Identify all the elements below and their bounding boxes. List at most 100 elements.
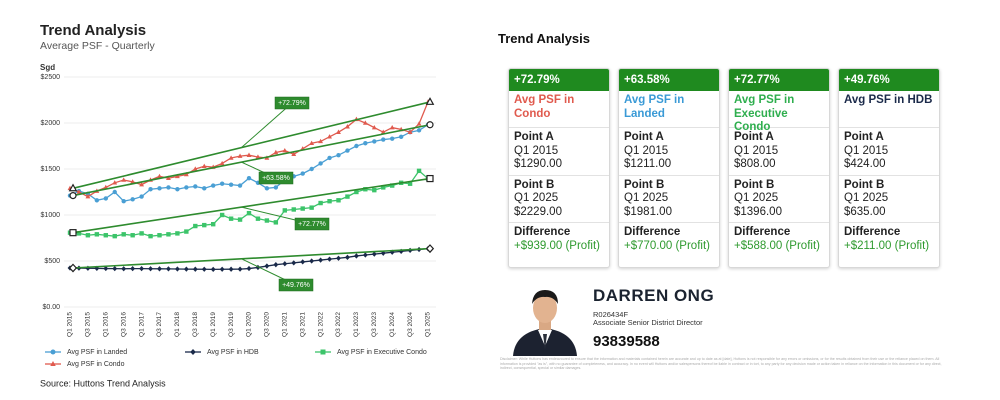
data-point <box>103 196 109 201</box>
card-percent: +72.77% <box>729 69 829 91</box>
data-point <box>381 185 386 190</box>
card-percent: +72.79% <box>509 69 609 91</box>
card-section: Point B Q1 2025 $635.00 <box>839 176 939 223</box>
point-period: Q1 2015 <box>514 144 559 157</box>
data-point <box>148 187 153 192</box>
data-point <box>246 176 252 181</box>
difference-label: Difference <box>734 226 791 238</box>
data-point <box>255 264 261 271</box>
data-point <box>300 206 305 211</box>
data-point <box>345 254 350 260</box>
data-point <box>371 124 377 130</box>
data-point <box>327 134 332 139</box>
x-tick-label: Q1 2025 <box>425 312 432 337</box>
x-tick-label: Q1 2021 <box>282 312 289 337</box>
chart-subtitle: Average PSF - Quarterly <box>40 40 156 52</box>
data-point <box>273 220 279 225</box>
data-point <box>192 266 198 272</box>
point-label: Point A <box>624 131 664 143</box>
data-point <box>237 183 243 188</box>
data-point <box>130 197 135 202</box>
data-point <box>389 124 395 130</box>
difference-label: Difference <box>514 226 571 238</box>
point-label: Point B <box>844 178 885 191</box>
data-point <box>327 199 332 204</box>
x-tick-label: Q3 2020 <box>264 312 271 337</box>
data-point <box>121 199 126 204</box>
point-label: Point A <box>734 131 774 143</box>
y-tick-label: $0.00 <box>42 304 60 311</box>
data-point <box>255 216 261 221</box>
card-section: Point B Q1 2025 $1981.00 <box>619 176 719 223</box>
data-point <box>121 177 127 182</box>
trend-end-marker <box>68 183 78 192</box>
x-tick-label: Q3 2023 <box>371 312 378 337</box>
data-point <box>273 262 279 268</box>
card: +49.76% Avg PSF in HDB Point A Q1 2015 $424.… <box>838 68 940 268</box>
data-point <box>309 258 315 264</box>
data-point <box>416 121 422 126</box>
data-point <box>345 148 350 153</box>
point-label: Point A <box>514 131 554 143</box>
data-point <box>148 233 153 239</box>
y-tick-label: $2000 <box>41 120 61 127</box>
data-point <box>264 263 270 269</box>
annotation-box <box>258 171 294 185</box>
data-point <box>237 217 243 222</box>
data-point <box>130 265 136 272</box>
disclaimer: Disclaimer: While Huttons has endeavoure… <box>500 357 942 371</box>
legend-label: Avg PSF in Condo <box>67 361 125 368</box>
card-section: Point A Q1 2015 $808.00 <box>729 128 829 176</box>
data-point <box>210 266 216 273</box>
data-point <box>398 134 404 139</box>
annotation-box <box>294 217 330 231</box>
card-section: Point A Q1 2015 $424.00 <box>839 128 939 176</box>
x-tick-label: Q1 2023 <box>353 312 360 337</box>
data-point <box>219 160 225 166</box>
data-point <box>112 233 117 239</box>
data-point <box>273 149 279 155</box>
card-section: Difference +$770.00 (Profit) <box>619 223 719 256</box>
x-tick-label: Q1 2019 <box>210 312 217 337</box>
data-point <box>112 189 117 195</box>
data-point <box>157 266 162 272</box>
data-point <box>336 255 341 261</box>
data-point <box>201 266 207 272</box>
y-tick-label: $1500 <box>41 166 61 173</box>
trend-line <box>72 247 431 269</box>
y-tick-label: $1000 <box>41 212 61 219</box>
point-period: Q1 2025 <box>514 192 559 204</box>
x-tick-label: Q1 2016 <box>103 312 110 337</box>
data-point <box>166 185 171 190</box>
data-point <box>184 229 189 234</box>
data-point <box>345 194 350 199</box>
legend-marker <box>320 349 326 355</box>
data-point <box>291 260 297 266</box>
data-point <box>300 171 305 176</box>
trend-end-marker <box>69 229 77 237</box>
point-period: Q1 2025 <box>734 192 779 204</box>
card-title: Avg PSF in Condo <box>509 91 609 128</box>
trend-end-marker <box>425 97 435 105</box>
annotation-label: +72.79% <box>278 100 306 107</box>
annotation-label: +72.77% <box>298 221 326 228</box>
point-value: $1396.00 <box>734 205 782 218</box>
x-tick-label: Q3 2022 <box>335 312 342 337</box>
point-value: $424.00 <box>844 158 886 170</box>
point-period: Q1 2015 <box>844 144 889 157</box>
card: +72.79% Avg PSF in Condo Point A Q1 2015 $12… <box>508 68 610 268</box>
trend-end-marker <box>69 191 77 200</box>
data-point <box>157 186 162 191</box>
data-point <box>228 216 234 221</box>
trend-end-marker <box>68 263 78 273</box>
legend-marker <box>190 349 196 355</box>
data-point <box>309 140 315 145</box>
card-title: Avg PSF in HDB <box>839 91 939 128</box>
legend-label: Avg PSF in HDB <box>207 349 259 356</box>
data-point <box>130 233 135 238</box>
agent-phone: 93839588 <box>593 333 660 350</box>
data-point <box>318 138 324 144</box>
trend-line <box>72 123 431 197</box>
data-point <box>416 168 422 174</box>
